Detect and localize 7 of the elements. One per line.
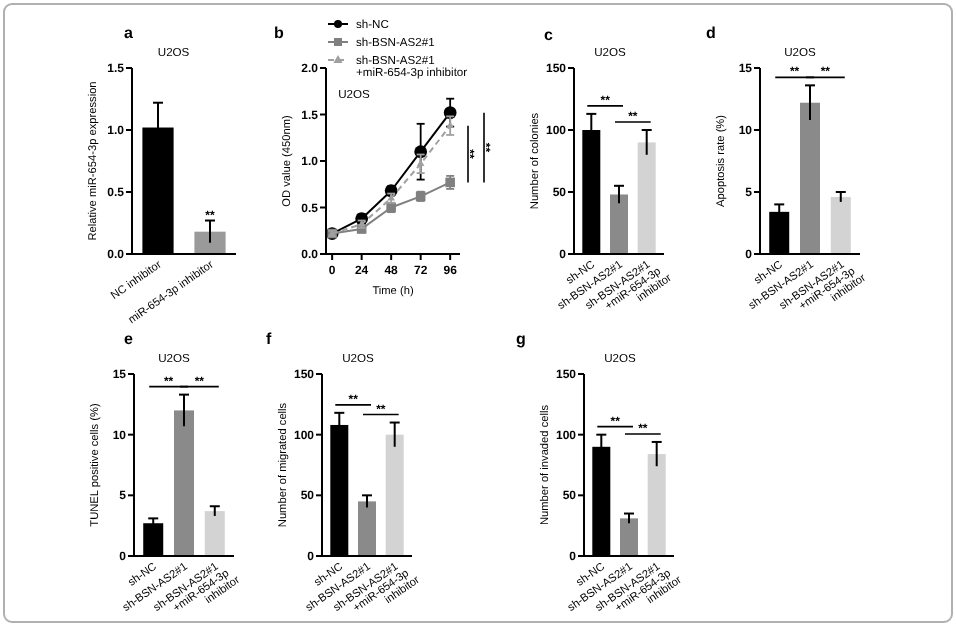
- chart-title: d: [706, 24, 716, 42]
- chart-title: c: [544, 26, 554, 44]
- chart-title: e: [124, 330, 134, 348]
- chart-title: f: [266, 330, 272, 348]
- chart-title: b: [274, 24, 284, 42]
- chart-title: a: [124, 24, 134, 42]
- chart-title: g: [516, 330, 526, 348]
